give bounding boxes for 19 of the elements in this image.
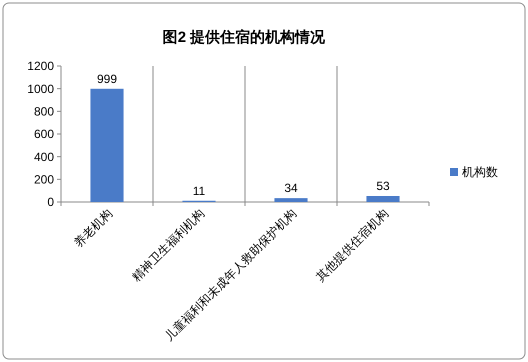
- y-tick-label: 400: [34, 150, 54, 164]
- data-label: 999: [96, 72, 118, 86]
- bar: [366, 196, 400, 202]
- y-tick-label: 600: [34, 127, 54, 142]
- y-tick-label: 1200: [27, 59, 54, 74]
- x-tick-label: 精神卫生福利机构: [129, 206, 208, 284]
- y-tick-label: 1000: [27, 82, 54, 96]
- bar: [90, 88, 124, 202]
- data-label: 34: [284, 181, 298, 196]
- x-tick-label: 其他提供住宿机构: [313, 206, 392, 284]
- chart-title: 图2 提供住宿的机构情况: [162, 28, 326, 46]
- legend-label: 机构数: [462, 165, 498, 180]
- bar: [274, 198, 308, 202]
- y-tick-label: 200: [34, 172, 54, 187]
- y-tick-label: 0: [47, 195, 54, 210]
- data-label: 11: [192, 184, 206, 198]
- data-label: 53: [376, 178, 390, 193]
- x-tick-label: 养老机构: [71, 206, 116, 250]
- y-tick-label: 800: [34, 104, 54, 119]
